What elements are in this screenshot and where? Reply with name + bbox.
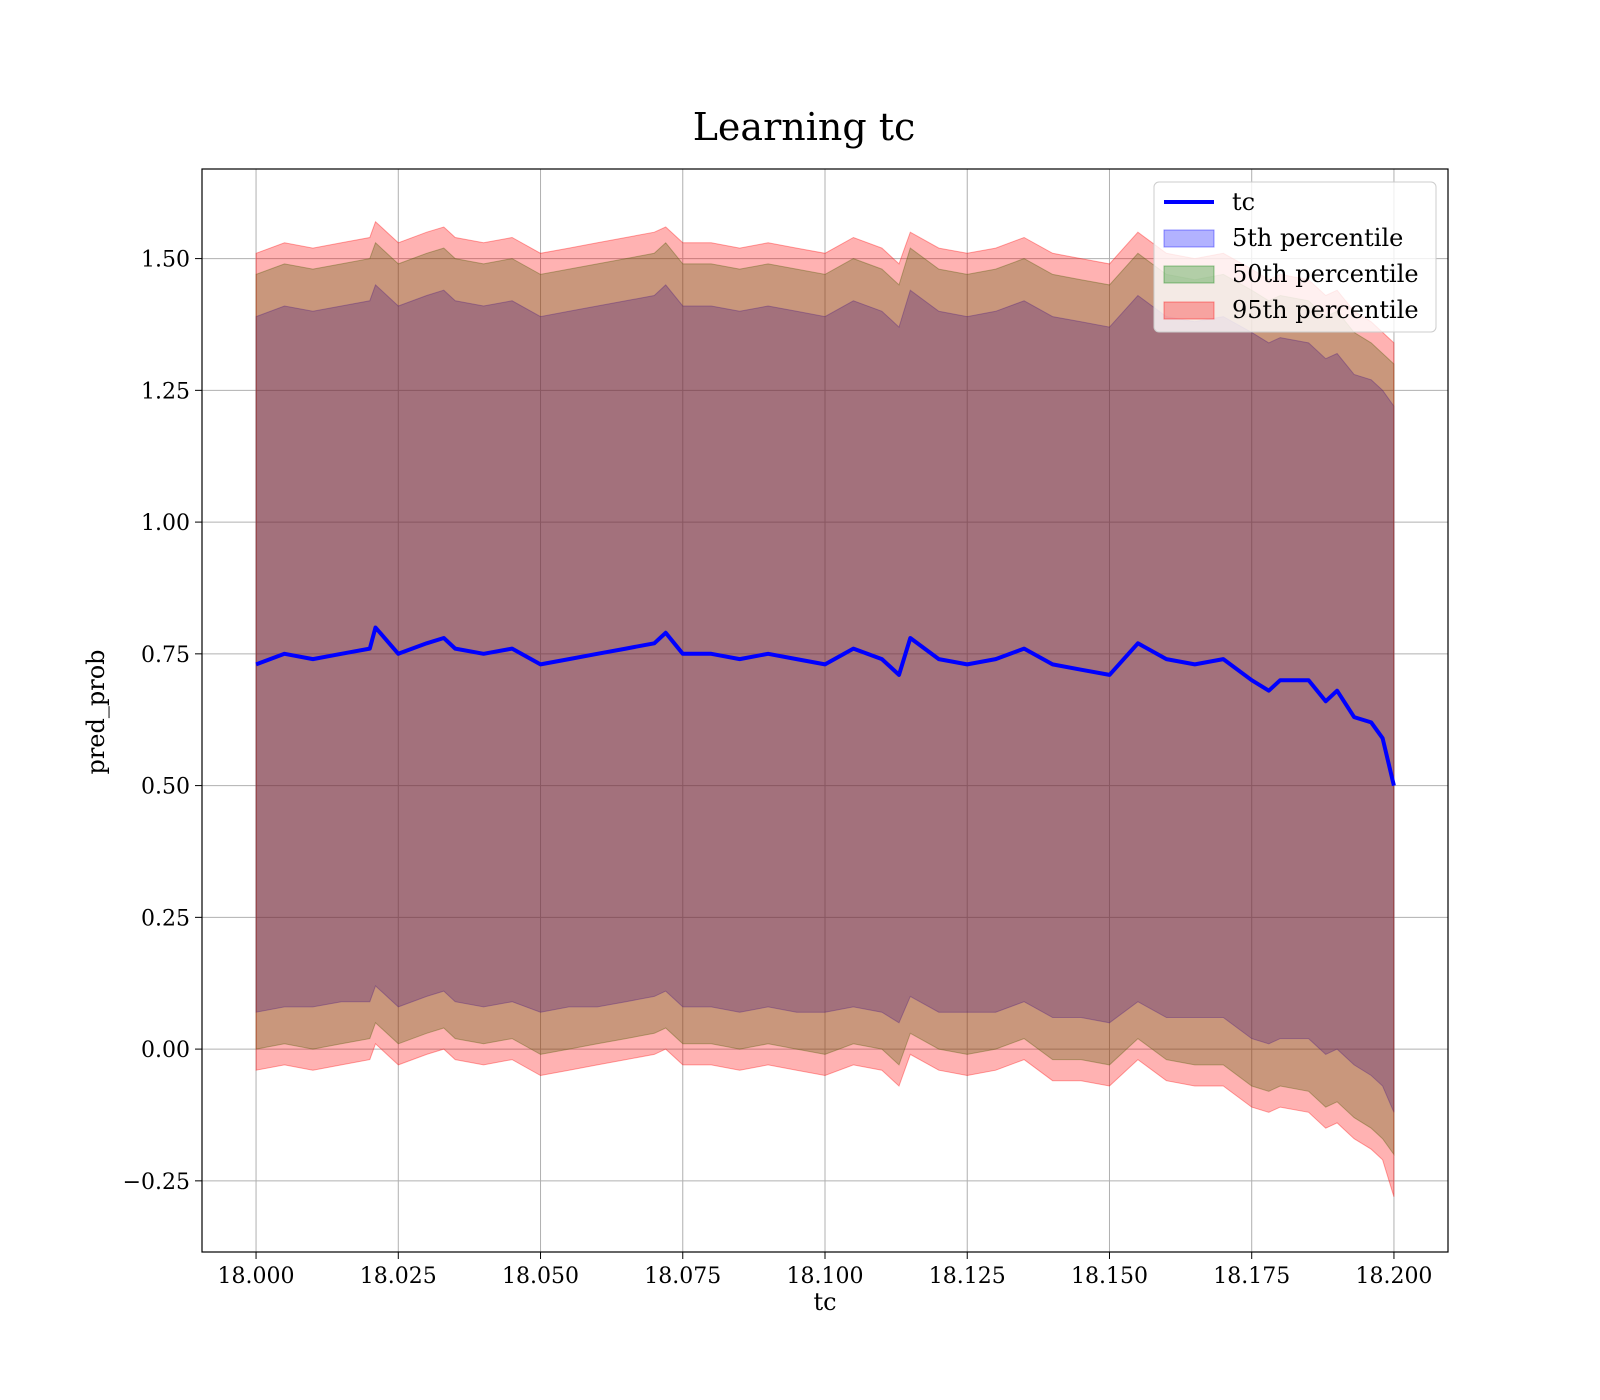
tc-line [255,625,1396,787]
legend-swatch-5th-percentile [1163,229,1215,248]
legend-label: 50th percentile [1232,260,1419,288]
band-50th-percentile [255,241,1395,1157]
y-tick-label: 0.75 [141,643,190,668]
legend-label: tc [1232,188,1255,216]
y-axis-label: pred_prob [82,649,110,774]
x-tick-label: 18.150 [1071,1264,1148,1289]
grid [202,169,1448,1252]
y-tick-label: 0.00 [141,1038,190,1063]
tc-line-layer [255,625,1396,787]
band-95th-percentile [255,220,1395,1197]
legend: tc 5th percentile 50th percentile 95th perc… [1153,181,1437,333]
legend-label: 95th percentile [1232,296,1419,324]
y-tick-label: 1.25 [141,379,190,404]
x-tick-label: 18.075 [644,1264,721,1289]
x-tick-label: 18.025 [360,1264,437,1289]
x-ticks: 18.000 18.025 18.050 18.075 18.100 18.125 18.1… [218,1252,1432,1289]
y-tick-label: 1.50 [141,248,190,273]
y-tick-label: −0.25 [123,1170,190,1195]
x-tick-label: 18.000 [218,1264,295,1289]
y-tick-label: 1.00 [141,511,190,536]
y-tick-label: 0.25 [141,906,190,931]
y-ticks: −0.25 0.00 0.25 0.50 0.75 1.00 1.25 1.50 [123,248,202,1195]
legend-box [1153,181,1437,333]
band-5th-percentile [255,284,1395,1113]
percentile-bands [255,220,1395,1197]
x-tick-label: 18.200 [1355,1264,1432,1289]
x-tick-label: 18.050 [502,1264,579,1289]
legend-swatch-50th-percentile [1163,265,1215,284]
x-axis-label: tc [813,1288,836,1316]
legend-label: 5th percentile [1232,224,1403,252]
x-tick-label: 18.100 [787,1264,864,1289]
legend-swatch-95th-percentile [1163,301,1215,320]
x-tick-label: 18.175 [1213,1264,1290,1289]
chart-title: Learning tc [693,105,916,149]
x-tick-label: 18.125 [929,1264,1006,1289]
y-tick-label: 0.50 [141,775,190,800]
